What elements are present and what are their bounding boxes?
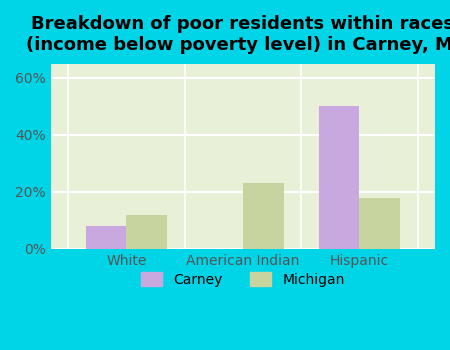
Title: Breakdown of poor residents within races
(income below poverty level) in Carney,: Breakdown of poor residents within races… (26, 15, 450, 54)
Bar (243, 183, 284, 249)
Bar (126, 215, 167, 249)
Legend: Carney, Michigan: Carney, Michigan (134, 265, 351, 294)
Bar (359, 198, 400, 249)
Bar (319, 106, 359, 249)
Bar (86, 226, 126, 249)
